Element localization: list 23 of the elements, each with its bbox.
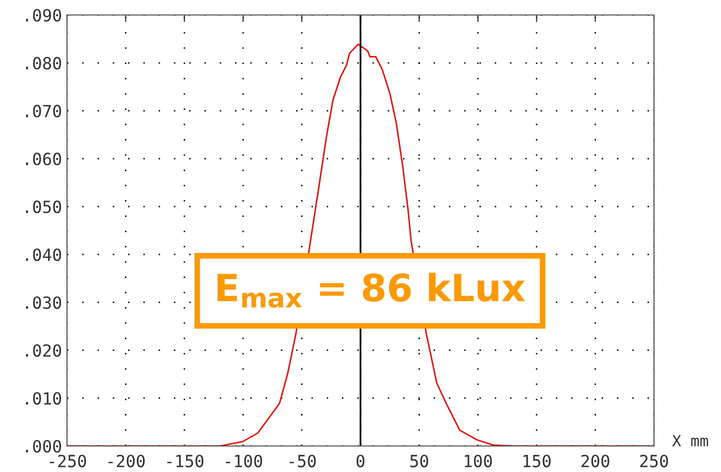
y-tick-label: .010 (26, 392, 62, 405)
x-tick-label: -200 (108, 454, 145, 468)
x-tick-label: -150 (167, 454, 204, 468)
x-tick-label: 0 (356, 454, 364, 468)
x-tick-label: 250 (640, 454, 668, 468)
y-tick-label: .080 (26, 56, 62, 70)
x-tick-label: -50 (290, 454, 316, 468)
annotation: E$_{max}$ = 86 kLux (218, 272, 525, 308)
y-tick-label: .070 (26, 104, 62, 118)
x-tick-label: 200 (581, 454, 610, 468)
x-tick-label: 100 (464, 454, 492, 468)
y-tick-label: .050 (26, 200, 62, 214)
y-tick-label: .060 (26, 152, 62, 166)
x-tick-label: 150 (524, 454, 551, 468)
x-axis-title: X mm (672, 435, 708, 446)
y-tick-label: .040 (26, 248, 62, 262)
y-tick-label: .090 (26, 9, 62, 22)
y-tick-label: .020 (26, 344, 62, 357)
x-tick-label: -250 (50, 454, 86, 468)
x-tick-label: -100 (226, 454, 262, 468)
y-tick-label: .030 (26, 296, 62, 309)
y-tick-label: .000 (26, 440, 62, 453)
x-tick-label: 50 (410, 454, 428, 468)
